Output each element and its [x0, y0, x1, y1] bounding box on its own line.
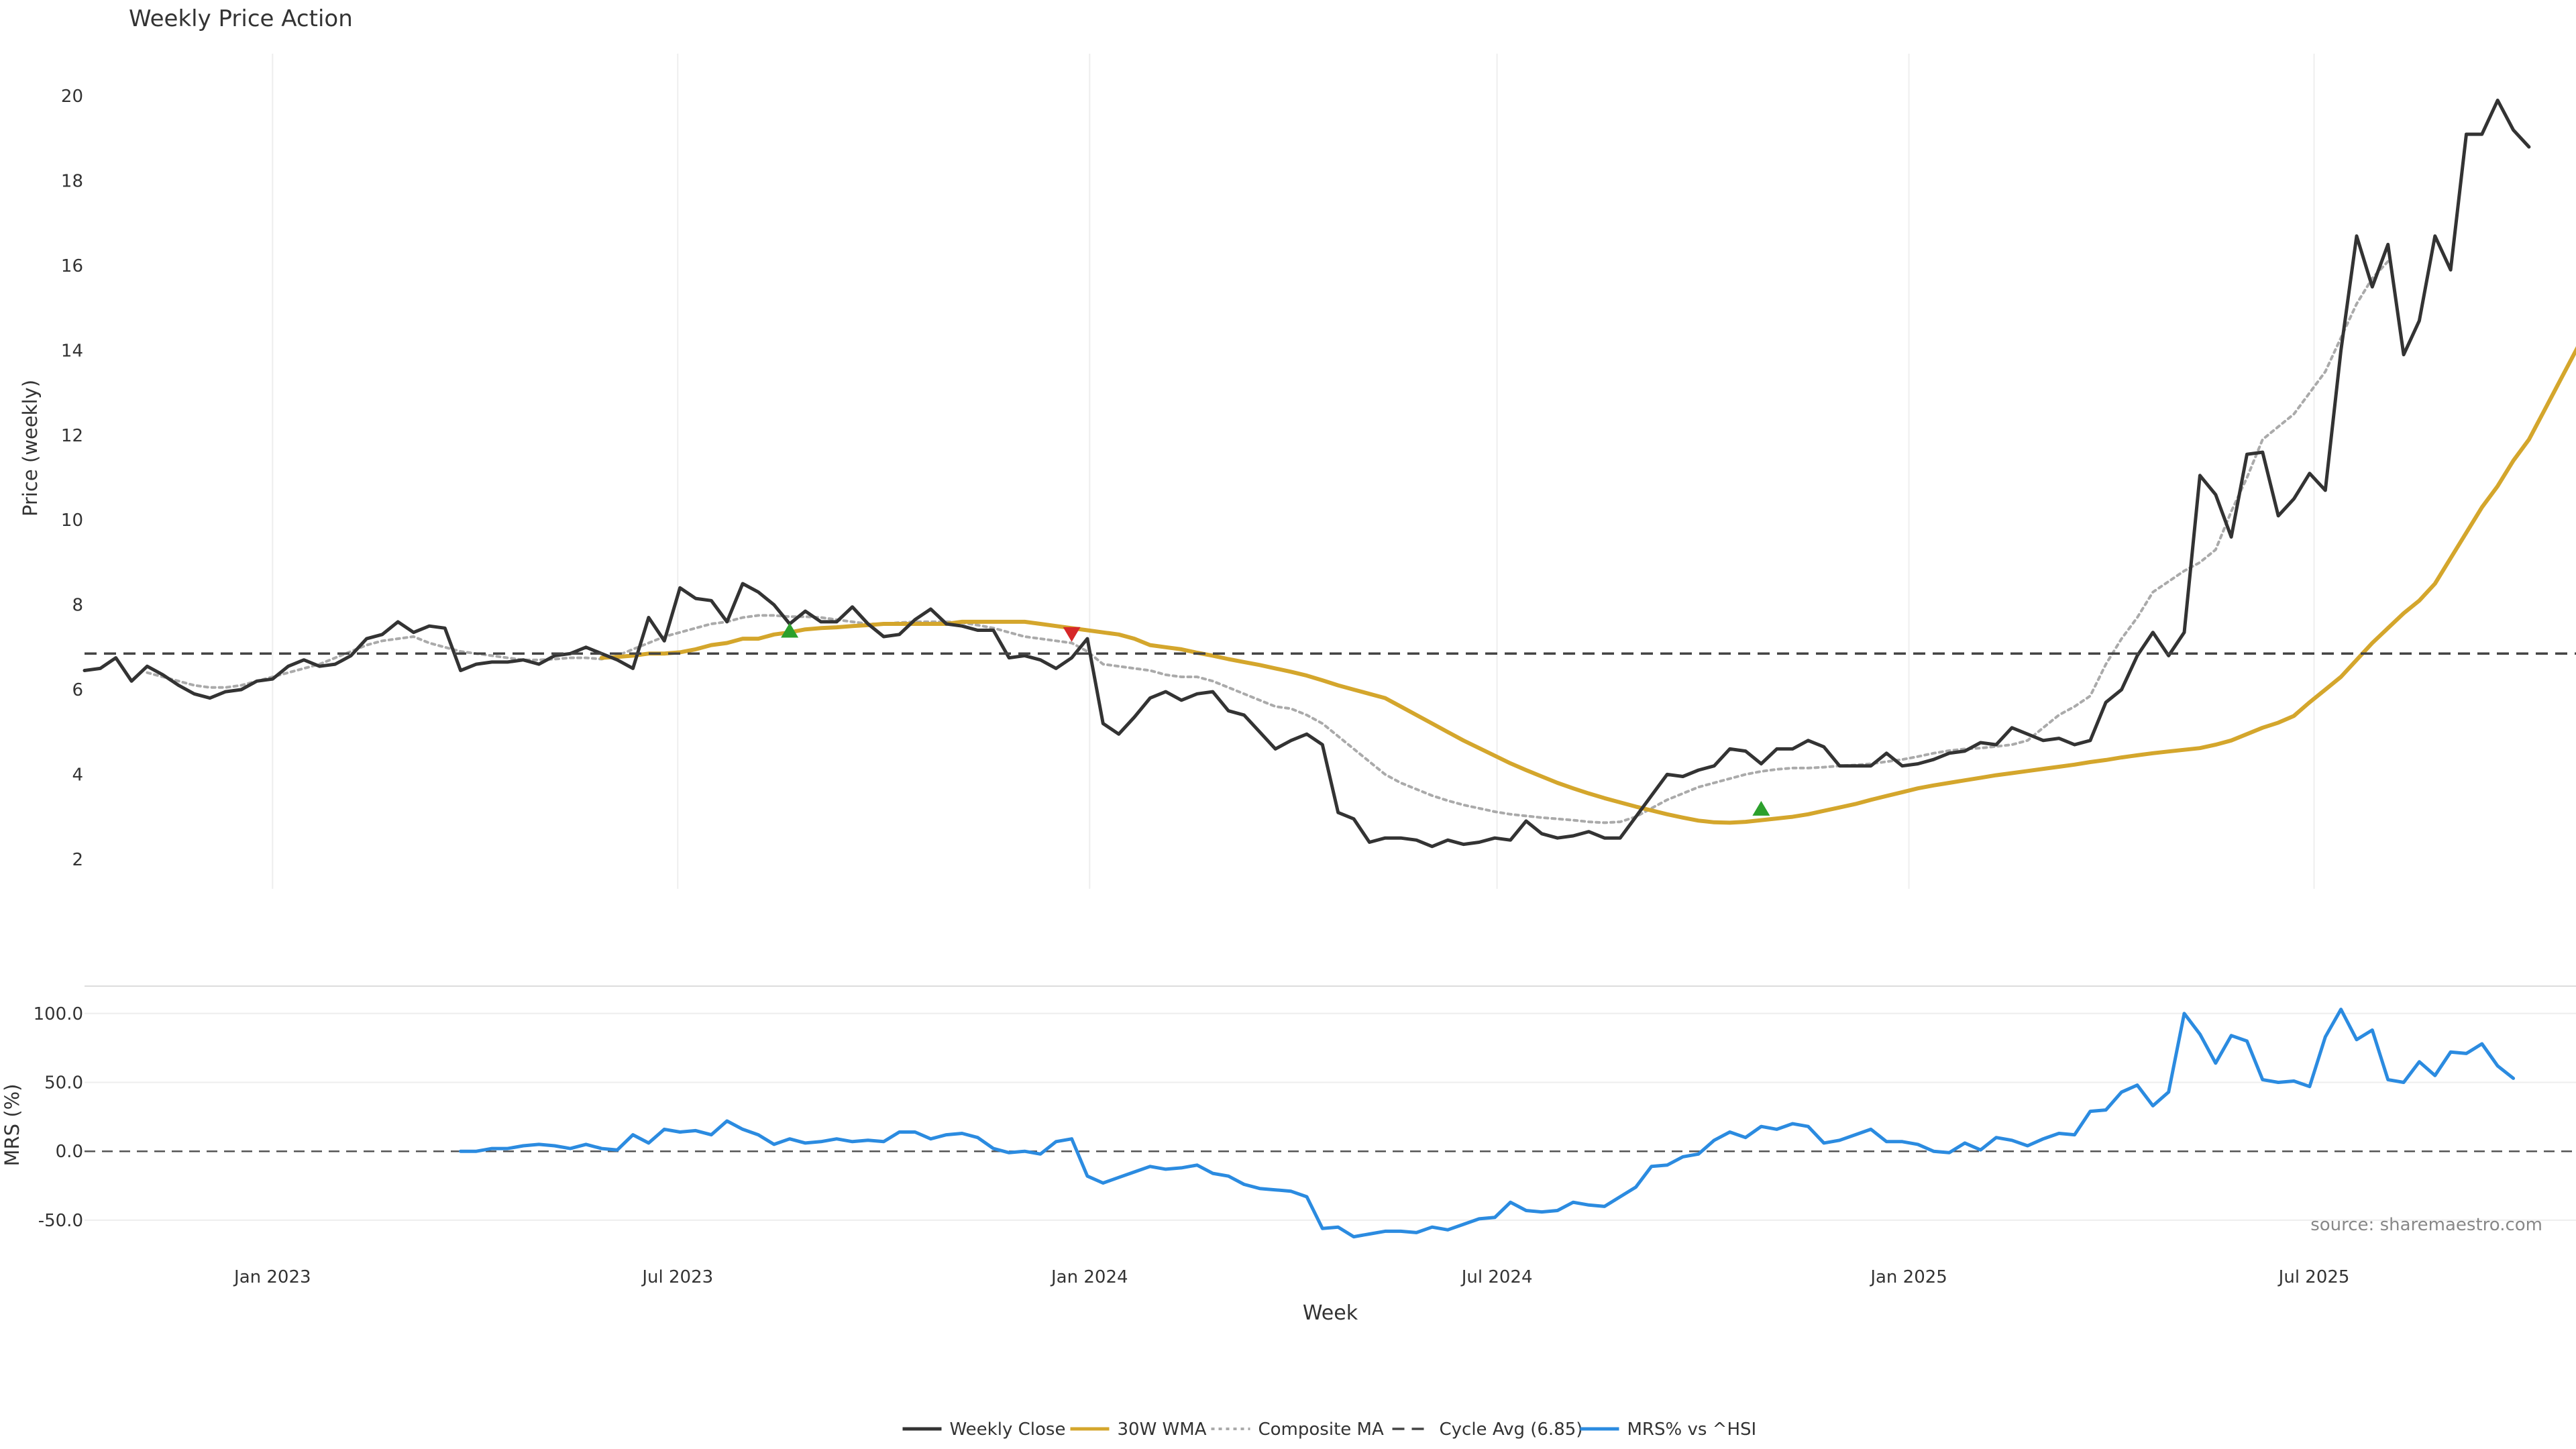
price-y-ticks: 2 4 6 8 10 12 14 16 18 20	[61, 87, 83, 870]
cycle-avg-6-85-legend-label: Cycle Avg (6.85)	[1440, 1419, 1583, 1440]
mrs-gridlines	[85, 1012, 2576, 1221]
x-axis-label: Week	[1303, 1301, 1358, 1325]
x-tick-label: Jan 2025	[1869, 1267, 1947, 1287]
mrs-y-tick-label: 0.0	[56, 1142, 83, 1162]
source-note: source: sharemaestro.com	[2310, 1215, 2542, 1235]
buy-signal-marker	[781, 623, 799, 638]
x-tick-label: Jan 2023	[233, 1267, 311, 1287]
mrs-vs-hsi-line	[459, 1008, 2516, 1239]
mrs-y-axis-label: MRS (%)	[1, 1084, 23, 1167]
weekly-close-legend-label: Weekly Close	[950, 1419, 1066, 1440]
buy-signal-marker	[1752, 800, 1770, 816]
price-y-tick-label: 10	[61, 511, 83, 531]
price-y-tick-label: 4	[72, 765, 83, 785]
price-y-tick-label: 14	[61, 341, 83, 361]
composite-ma-legend-label: Composite MA	[1258, 1419, 1384, 1440]
mrs-vs-hsi-legend-label: MRS% vs ^HSI	[1627, 1419, 1757, 1440]
price-y-tick-label: 20	[61, 87, 83, 107]
30w-wma-legend-label: 30W WMA	[1118, 1419, 1207, 1440]
legend: Weekly Close 30W WMA Composite MA Cycle Avg…	[902, 1419, 1757, 1440]
price-y-axis-label: Price (weekly)	[19, 380, 42, 517]
sell-signal-marker	[1063, 627, 1081, 642]
mrs-series	[459, 1008, 2516, 1239]
mrs-y-tick-label: 100.0	[34, 1004, 83, 1024]
x-tick-label: Jul 2024	[1460, 1267, 1533, 1287]
price-series	[83, 99, 2576, 849]
mrs-y-tick-label: 50.0	[44, 1073, 83, 1093]
signal-markers	[781, 623, 1770, 816]
x-tick-label: Jul 2023	[641, 1267, 713, 1287]
x-tick-label: Jan 2024	[1050, 1267, 1128, 1287]
x-axis-ticks: Jan 2023 Jul 2023 Jan 2024 Jul 2024 Jan 2025…	[233, 1267, 2349, 1287]
price-gridlines	[272, 54, 2315, 889]
mrs-y-ticks: 100.0 50.0 0.0 -50.0	[34, 1004, 83, 1231]
x-tick-label: Jul 2025	[2277, 1267, 2350, 1287]
price-y-tick-label: 18	[61, 172, 83, 192]
weekly-close-line	[83, 99, 2531, 849]
price-y-tick-label: 2	[72, 850, 83, 870]
30w-wma-line	[599, 345, 2576, 825]
price-y-tick-label: 8	[72, 596, 83, 616]
mrs-y-tick-label: -50.0	[38, 1211, 83, 1231]
price-y-tick-label: 6	[72, 680, 83, 700]
price-y-tick-label: 12	[61, 426, 83, 446]
price-y-tick-label: 16	[61, 256, 83, 276]
chart-title: Weekly Price Action	[129, 5, 353, 32]
